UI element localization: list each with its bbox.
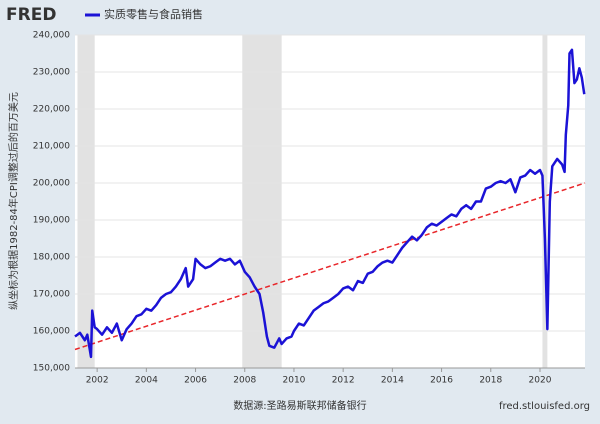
recession-band	[542, 35, 548, 368]
y-tick-label: 200,000	[33, 179, 70, 189]
x-tick-label: 2004	[135, 376, 158, 386]
y-axis-label: 纵坐标为根据1982-84年CPI调整过后的百万美元	[7, 92, 20, 310]
site: fred.stlouisfed.org	[499, 401, 590, 412]
x-tick-label: 2018	[479, 376, 502, 386]
recession-band	[77, 35, 95, 368]
y-tick-label: 150,000	[33, 364, 70, 374]
legend-label: 实质零售与食品销售	[104, 7, 203, 21]
y-tick-label: 190,000	[33, 216, 70, 226]
x-tick-label: 2016	[430, 376, 453, 386]
trend-line	[74, 182, 586, 351]
x-tick-label: 2020	[529, 376, 552, 386]
y-tick-label: 230,000	[33, 68, 70, 78]
x-tick-label: 2008	[233, 376, 256, 386]
recession-band	[242, 35, 282, 368]
y-tick-label: 210,000	[33, 142, 70, 152]
x-tick-label: 2012	[332, 376, 355, 386]
y-tick-label: 180,000	[33, 253, 70, 263]
x-tick-label: 2010	[283, 376, 306, 386]
y-tick-label: 160,000	[33, 327, 70, 337]
logo: FRED	[6, 5, 56, 25]
plot-area	[75, 35, 585, 368]
y-tick-label: 240,000	[33, 31, 70, 41]
series-line	[74, 48, 586, 359]
y-tick-label: 170,000	[33, 290, 70, 300]
source: 数据源:圣路易斯联邦储备银行	[233, 399, 366, 412]
x-tick-label: 2002	[86, 376, 109, 386]
x-tick-label: 2006	[184, 376, 207, 386]
y-tick-label: 220,000	[33, 105, 70, 115]
x-tick-label: 2014	[381, 376, 404, 386]
